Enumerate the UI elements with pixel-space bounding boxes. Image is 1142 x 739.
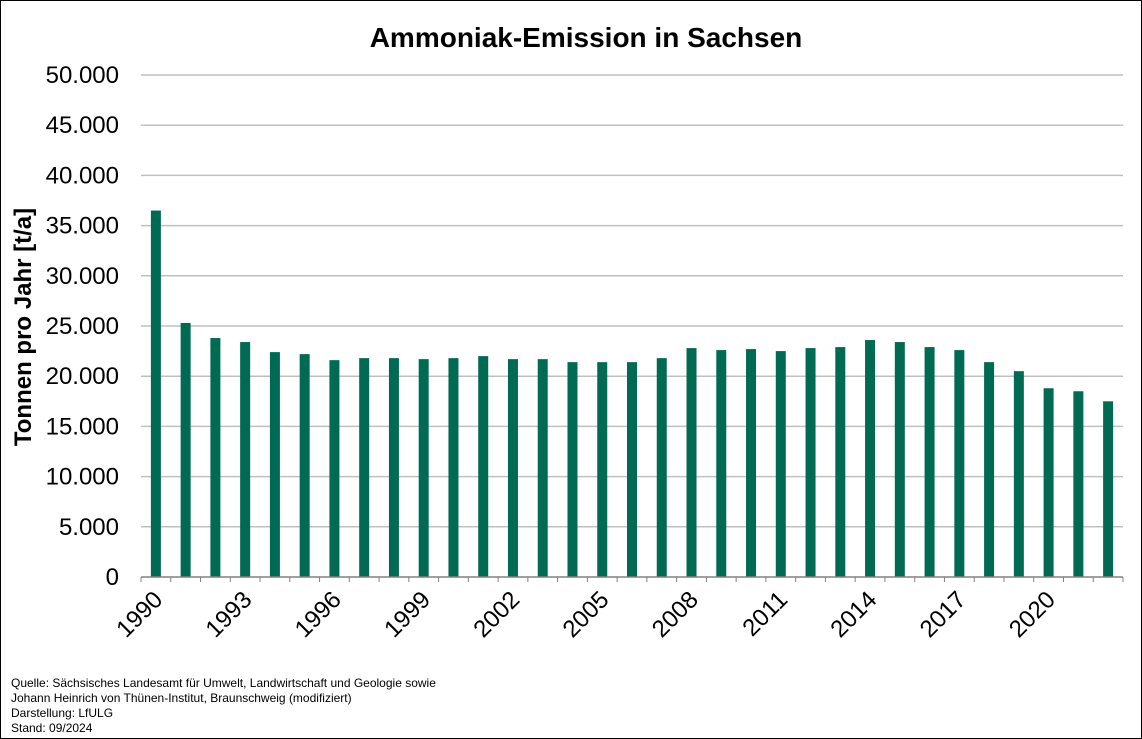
bar-2019 (1013, 371, 1024, 577)
y-tick-label: 25.000 (46, 313, 119, 340)
bar-1995 (299, 354, 310, 577)
source-line: Stand: 09/2024 (11, 721, 93, 735)
bar-2020 (1043, 388, 1054, 577)
bar-2006 (627, 362, 637, 577)
x-tick-label: 2005 (558, 586, 615, 643)
x-tick-label: 2020 (1004, 586, 1061, 643)
source-line: Johann Heinrich von Thünen-Institut, Bra… (11, 691, 352, 705)
source-line: Quelle: Sächsisches Landesamt für Umwelt… (11, 676, 436, 690)
bar-2009 (716, 350, 727, 577)
bar-1999 (418, 359, 429, 577)
bar-1993 (240, 342, 251, 577)
bar-2014 (865, 340, 876, 577)
y-tick-label: 10.000 (46, 464, 119, 491)
bar-2017 (954, 350, 965, 577)
x-tick-label: 2017 (915, 586, 972, 643)
bar-2003 (537, 359, 548, 577)
bar-2021 (1073, 391, 1084, 577)
x-tick-label: 2014 (825, 586, 882, 643)
y-tick-label: 30.000 (46, 263, 119, 290)
bar-2015 (894, 342, 905, 577)
bar-2004 (567, 362, 578, 577)
bar-2005 (597, 362, 608, 577)
x-tick-label: 2011 (737, 586, 793, 642)
y-tick-label: 5.000 (59, 514, 119, 541)
source-line: Darstellung: LfULG (11, 706, 114, 720)
bar-2012 (805, 348, 816, 577)
source-note: Quelle: Sächsisches Landesamt für Umwelt… (11, 676, 436, 736)
y-tick-label: 40.000 (46, 162, 119, 189)
y-tick-label: 20.000 (46, 363, 119, 390)
y-tick-label: 45.000 (46, 112, 119, 139)
y-tick-label: 0 (106, 564, 119, 591)
bar-2016 (924, 347, 935, 577)
y-axis-label: Tonnen pro Jahr [t/a] (10, 208, 37, 446)
bar-1996 (329, 360, 340, 577)
bar-2013 (835, 347, 846, 577)
x-tick-label: 1996 (290, 586, 347, 643)
bar-1992 (210, 338, 221, 577)
bar-2001 (478, 356, 489, 577)
bar-2022 (1103, 401, 1114, 577)
x-tick-label: 2008 (647, 586, 704, 643)
chart-title: Ammoniak-Emission in Sachsen (370, 22, 803, 53)
x-tick-label: 2002 (468, 586, 525, 643)
bar-2002 (507, 359, 518, 577)
y-tick-label: 50.000 (46, 62, 119, 89)
x-tick-label: 1999 (379, 586, 436, 643)
bars (150, 210, 1114, 578)
x-axis-ticks: 1990 1993 1996 1999 2002 2005 2008 2011 2014 2017… (111, 586, 1061, 643)
bar-1991 (180, 322, 191, 577)
bar-1994 (269, 352, 280, 577)
y-tick-label: 35.000 (46, 213, 119, 240)
bar-2007 (656, 358, 667, 577)
axes (140, 576, 1124, 582)
bar-1990 (150, 210, 161, 578)
bar-1997 (359, 358, 370, 577)
bar-2018 (984, 362, 995, 577)
x-tick-label: 1993 (201, 586, 258, 643)
bar-2010 (746, 349, 757, 577)
bar-2000 (448, 358, 459, 577)
y-axis-ticks: 0 5.000 10.000 15.000 20.000 25.000 30.000 35.0… (46, 62, 119, 591)
bar-1998 (388, 358, 399, 577)
bar-2008 (686, 348, 697, 577)
bar-2011 (775, 351, 786, 577)
x-tick-label: 1990 (111, 586, 168, 643)
y-tick-label: 15.000 (46, 413, 119, 440)
